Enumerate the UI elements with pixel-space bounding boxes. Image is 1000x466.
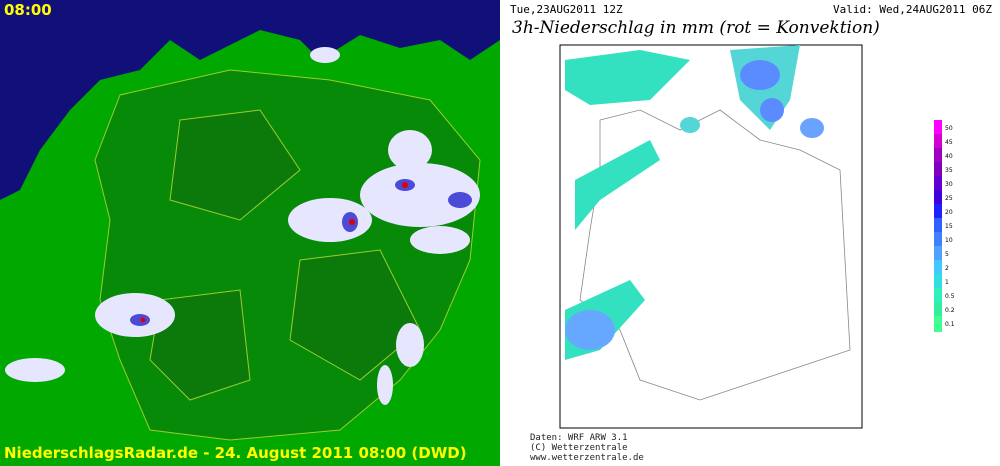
radar-time: 08:00 [4, 1, 52, 19]
scale-label: 45 [945, 139, 953, 146]
scale-label: 50 [945, 125, 953, 132]
footer-line: www.wetterzentrale.de [530, 453, 644, 463]
scale-label: 30 [945, 181, 953, 188]
scale-label: 40 [945, 153, 953, 160]
model-map: Tue,23AUG2011 12Z Valid: Wed,24AUG2011 0… [510, 3, 992, 463]
valid-time: Valid: Wed,24AUG2011 06Z [833, 3, 992, 16]
scale-label: 1 [945, 279, 949, 286]
scale-labels: 50 45 40 35 30 25 20 15 10 5 2 1 0.5 0.2 0.1 [945, 125, 955, 328]
scale-label: 25 [945, 195, 953, 202]
rain-echoes [5, 47, 480, 405]
scale-label: 0.5 [945, 293, 955, 300]
color-bar [934, 120, 942, 332]
radar-map: 08:00 NiederschlagsRadar.de - 24. August… [0, 0, 500, 466]
scale-label: 20 [945, 209, 953, 216]
borders [579, 109, 851, 401]
footer-line: Daten: WRF ARW 3.1 [530, 433, 628, 443]
precip-areas [565, 45, 824, 360]
scale-label: 15 [945, 223, 953, 230]
footer: Daten: WRF ARW 3.1(C) Wetterzentralewww.… [530, 433, 644, 463]
scale-label: 0.1 [945, 321, 955, 328]
run-time: Tue,23AUG2011 12Z [510, 3, 623, 16]
convective-cores [140, 182, 408, 323]
radar-caption: NiederschlagsRadar.de - 24. August 2011 … [4, 444, 467, 462]
scale-label: 10 [945, 237, 953, 244]
footer-line: (C) Wetterzentrale [530, 443, 628, 453]
map-title: 3h-Niederschlag in mm (rot = Konvektion) [512, 18, 880, 38]
scale-label: 35 [945, 167, 953, 174]
scale-label: 5 [945, 251, 949, 258]
sea [0, 0, 500, 200]
scale-label: 0.2 [945, 307, 955, 314]
scale-label: 2 [945, 265, 949, 272]
map-frame [559, 44, 863, 429]
state-borders [149, 109, 421, 401]
